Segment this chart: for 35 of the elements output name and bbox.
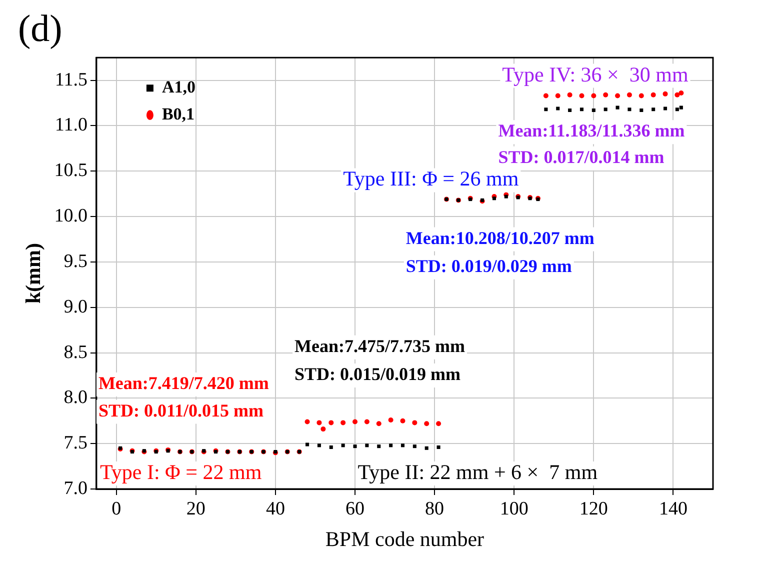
y-tick-label: 10.0 [54, 206, 88, 227]
annotation: Mean:10.208/10.207 mm [406, 228, 594, 248]
legend-label: B0,1 [162, 104, 195, 124]
annotation: Mean:7.419/7.420 mm [98, 373, 269, 394]
y-tick-label: 8.0 [64, 387, 88, 408]
annotation: STD: 0.011/0.015 mm [98, 400, 264, 420]
x-axis-title: BPM code number [325, 526, 484, 551]
x-tick-label: 100 [500, 498, 528, 520]
annotation: Type III: Φ = 26 mm [343, 166, 519, 191]
chart-title: (d) [18, 8, 62, 50]
legend-label: A1,0 [162, 77, 196, 96]
x-tick-label: 120 [579, 498, 608, 520]
y-tick-label: 9.5 [64, 250, 88, 272]
x-tick-label: 60 [346, 498, 365, 520]
annotation: STD: 0.019/0.029 mm [406, 256, 572, 276]
annotation: STD: 0.015/0.019 mm [294, 364, 461, 384]
y-tick-label: 11.0 [54, 114, 88, 136]
annotation: Mean:11.183/11.336 mm [498, 120, 685, 141]
x-tick-label: 20 [186, 498, 206, 520]
y-tick-label: 8.5 [64, 342, 88, 363]
x-tick-label: 40 [266, 498, 285, 520]
x-tick-label: 140 [658, 498, 688, 520]
y-tick-label: 9.0 [64, 296, 88, 318]
annotation: Type II: 22 mm + 6 × 7 mm [358, 460, 598, 484]
annotation: STD: 0.017/0.014 mm [498, 147, 664, 168]
y-axis-title: k(mm) [21, 242, 46, 304]
x-tick-label: 0 [112, 498, 122, 520]
x-tick-label: 80 [425, 498, 444, 520]
y-tick-label: 10.5 [54, 160, 88, 182]
annotation: Mean:7.475/7.735 mm [294, 336, 466, 356]
y-tick-label: 7.0 [64, 478, 88, 499]
y-tick-label: 7.5 [64, 432, 88, 454]
y-tick-label: 11.5 [54, 69, 88, 90]
annotation: Type IV: 36 × 30 mm [502, 62, 688, 86]
annotation: Type I: Φ = 22 mm [100, 460, 262, 484]
